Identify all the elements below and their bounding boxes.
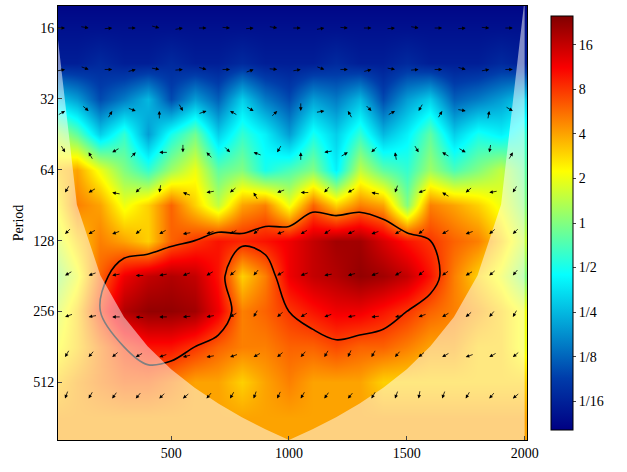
svg-text:1/16: 1/16 [579, 394, 604, 409]
svg-text:16: 16 [40, 21, 54, 36]
svg-text:512: 512 [33, 375, 54, 390]
svg-text:1000: 1000 [275, 446, 303, 461]
svg-text:2000: 2000 [511, 446, 539, 461]
svg-text:1/8: 1/8 [579, 350, 597, 365]
svg-text:64: 64 [40, 163, 54, 178]
svg-text:4: 4 [579, 127, 586, 142]
svg-text:32: 32 [40, 92, 54, 107]
svg-text:256: 256 [33, 304, 54, 319]
svg-text:128: 128 [33, 234, 54, 249]
svg-text:1500: 1500 [393, 446, 421, 461]
svg-text:1/2: 1/2 [579, 260, 597, 275]
svg-text:1/4: 1/4 [579, 305, 597, 320]
svg-text:1: 1 [579, 216, 586, 231]
svg-text:Period: Period [11, 205, 26, 242]
svg-text:500: 500 [161, 446, 182, 461]
svg-text:16: 16 [579, 38, 593, 53]
svg-text:2: 2 [579, 171, 586, 186]
svg-text:8: 8 [579, 82, 586, 97]
